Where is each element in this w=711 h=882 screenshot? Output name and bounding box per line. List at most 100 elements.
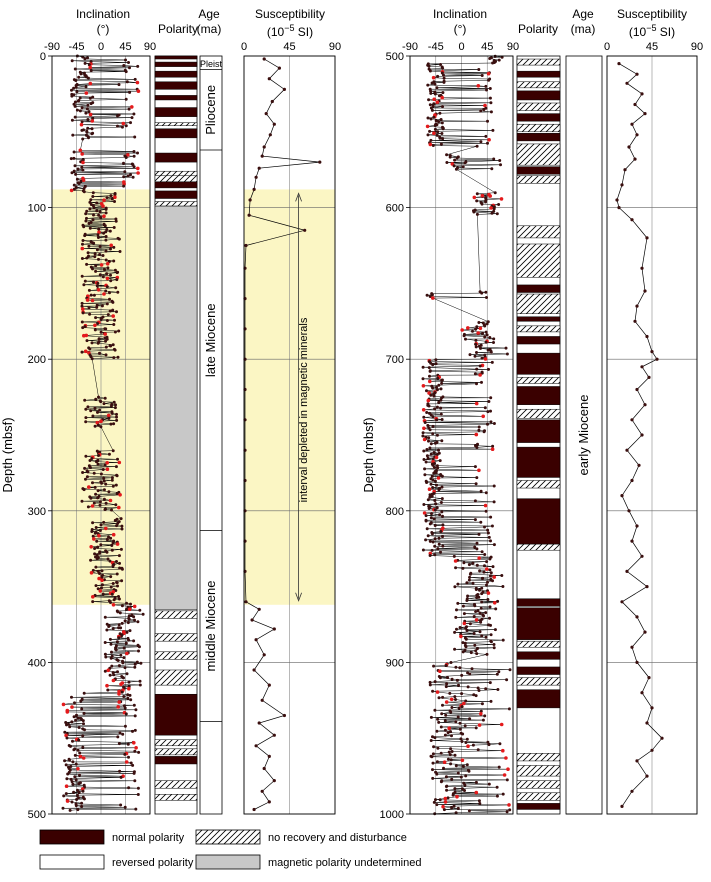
- inclination-point-discrete: [90, 298, 95, 303]
- inclination-point: [475, 596, 479, 600]
- inclination-point-discrete: [89, 545, 93, 549]
- inclination-point: [463, 724, 467, 728]
- inclination-point: [440, 381, 444, 385]
- inclination-point: [70, 94, 74, 98]
- inclination-point-discrete: [501, 748, 505, 753]
- inclination-point: [111, 564, 115, 568]
- inclination-point: [431, 768, 434, 772]
- susceptibility-tick-label: 90: [329, 41, 341, 53]
- inclination-point: [109, 404, 113, 408]
- inclination-point: [129, 173, 132, 177]
- inclination-point: [86, 470, 90, 474]
- susceptibility-point: [282, 87, 286, 91]
- inclination-point: [473, 372, 477, 376]
- inclination-point: [433, 708, 437, 712]
- inclination-point-discrete: [76, 767, 80, 771]
- polarity-interval-normal: [154, 95, 198, 101]
- inclination-point-discrete: [466, 744, 470, 748]
- inclination-point: [98, 408, 102, 412]
- inclination-point-discrete: [472, 195, 477, 200]
- inclination-point: [111, 582, 115, 585]
- inclination-point-discrete: [422, 511, 427, 515]
- inclination-tick-label: 90: [144, 41, 156, 53]
- inclination-point: [433, 553, 437, 557]
- polarity-interval-disturbed: [516, 102, 561, 111]
- inclination-point: [132, 150, 136, 153]
- inclination-point: [86, 505, 90, 509]
- inclination-point: [495, 212, 499, 216]
- inclination-point: [477, 425, 481, 429]
- inclination-point-discrete: [460, 328, 465, 332]
- inclination-point-discrete: [105, 461, 109, 465]
- inclination-point: [113, 200, 116, 203]
- inclination-point: [482, 430, 486, 434]
- inclination-point: [488, 574, 492, 578]
- inclination-point: [475, 212, 479, 216]
- inclination-point: [109, 575, 113, 579]
- inclination-point: [479, 109, 483, 113]
- inclination-point: [109, 279, 113, 283]
- inclination-point: [479, 620, 483, 624]
- inclination-point: [426, 116, 430, 120]
- legend-swatch-reversed: [39, 854, 105, 870]
- inclination-point: [62, 794, 66, 798]
- inclination-point: [127, 680, 131, 684]
- inclination-point-discrete: [130, 105, 134, 109]
- inclination-point: [443, 728, 447, 732]
- inclination-point-discrete: [85, 298, 90, 302]
- inclination-point: [94, 584, 98, 588]
- inclination-point: [491, 444, 495, 448]
- inclination-point: [94, 269, 98, 273]
- inclination-point: [105, 319, 109, 322]
- inclination-point-discrete: [105, 467, 110, 472]
- inclination-point: [115, 278, 119, 282]
- susceptibility-point: [630, 418, 634, 422]
- inclination-point: [113, 518, 117, 522]
- inclination-point: [423, 473, 427, 477]
- inclination-point: [475, 547, 479, 551]
- inclination-point: [441, 127, 445, 131]
- inclination-point: [84, 111, 88, 115]
- inclination-point: [478, 802, 482, 805]
- inclination-point: [434, 362, 438, 366]
- inclination-point: [77, 726, 81, 729]
- susceptibility-point: [252, 807, 256, 812]
- depth-tick-label: 600: [386, 203, 404, 215]
- polarity-interval-disturbed: [516, 243, 561, 278]
- inclination-point: [109, 422, 113, 426]
- inclination-point-discrete: [117, 692, 121, 696]
- susceptibility-point: [318, 160, 322, 164]
- inclination-point: [82, 187, 86, 190]
- inclination-point: [431, 415, 435, 419]
- inclination-point: [448, 691, 452, 695]
- polarity-interval-normal: [516, 90, 561, 101]
- age-title: Age: [198, 7, 220, 21]
- inclination-point: [123, 724, 127, 728]
- inclination-point: [460, 740, 464, 743]
- inclination-point: [83, 325, 87, 329]
- inclination-point: [90, 530, 94, 533]
- inclination-point: [136, 151, 139, 155]
- inclination-point: [454, 167, 458, 171]
- inclination-title: Inclination: [433, 7, 487, 21]
- susceptibility-point: [248, 198, 252, 202]
- inclination-point-discrete: [117, 505, 121, 510]
- inclination-point-discrete: [447, 726, 452, 730]
- inclination-frame: [409, 55, 514, 815]
- inclination-point: [440, 497, 444, 501]
- inclination-point: [453, 630, 457, 634]
- inclination-point: [86, 118, 90, 121]
- inclination-point: [102, 497, 106, 501]
- inclination-point: [427, 404, 431, 408]
- inclination-point: [461, 732, 465, 736]
- inclination-point: [508, 808, 512, 812]
- polarity-interval-disturbed: [516, 480, 561, 489]
- inclination-point: [61, 806, 65, 810]
- inclination-point: [70, 88, 73, 92]
- inclination-point: [483, 714, 487, 718]
- inclination-point: [464, 741, 468, 744]
- inclination-point: [88, 96, 92, 100]
- inclination-point: [484, 491, 488, 495]
- inclination-point: [115, 524, 119, 528]
- age-column-frame: [199, 55, 223, 815]
